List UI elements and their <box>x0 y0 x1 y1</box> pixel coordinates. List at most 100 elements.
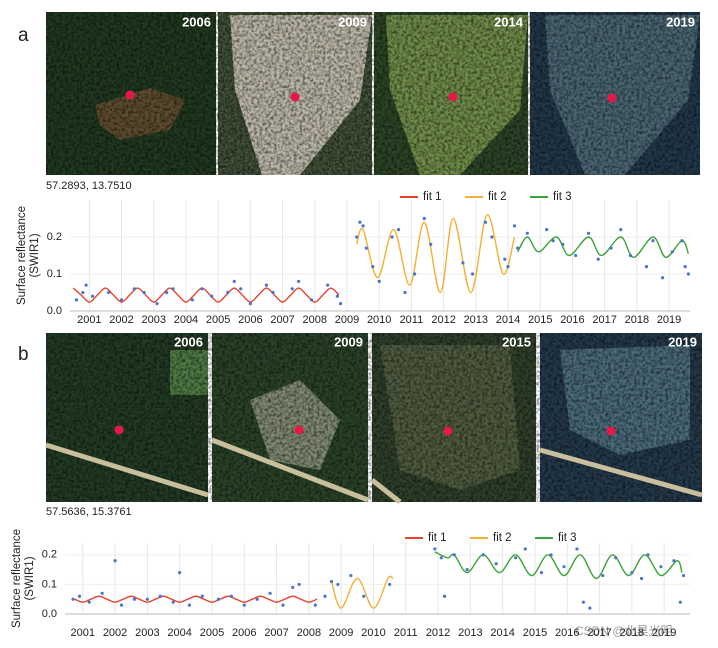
x-tick-label: 2005 <box>206 314 230 326</box>
x-tick-label: 2004 <box>174 314 198 326</box>
image-year: 2019 <box>668 334 697 349</box>
y-tick-label: 0.2 <box>47 231 62 243</box>
observation-point <box>551 239 555 243</box>
x-tick-label: 2011 <box>394 627 418 639</box>
observation-point <box>549 553 553 557</box>
x-tick-label: 2019 <box>652 627 676 639</box>
x-tick-label: 2014 <box>496 314 520 326</box>
observation-point <box>132 287 137 291</box>
observation-point <box>396 228 401 232</box>
site-marker <box>606 426 616 436</box>
observation-point <box>335 294 339 298</box>
observation-point <box>145 597 149 601</box>
observation-point <box>229 594 233 598</box>
x-tick-label: 2009 <box>329 627 353 639</box>
x-tick-label: 2004 <box>167 627 191 639</box>
observation-point <box>171 600 175 604</box>
y-tick-label: 0.0 <box>47 305 62 317</box>
fit-line <box>74 595 318 603</box>
x-tick-label: 2003 <box>135 627 159 639</box>
x-tick-label: 2019 <box>657 314 681 326</box>
panel-label: a <box>18 25 29 46</box>
observation-point <box>523 547 527 551</box>
y-axis-title: Surface reflectance <box>16 206 28 305</box>
image-year: 2014 <box>494 14 524 29</box>
observation-point <box>683 265 687 269</box>
image-texture <box>46 12 700 175</box>
observation-point <box>326 283 330 287</box>
observation-point <box>226 290 230 295</box>
observation-point <box>681 573 686 578</box>
plot-area <box>70 200 690 311</box>
observation-point <box>614 556 618 560</box>
fit-line <box>434 551 683 580</box>
observation-point <box>561 242 565 246</box>
fit-line <box>355 214 516 294</box>
site-marker <box>443 426 453 436</box>
observation-point <box>513 556 518 560</box>
image-year: 2009 <box>334 334 363 349</box>
observation-point <box>361 224 365 228</box>
image-year: 2019 <box>666 14 695 29</box>
x-tick-label: 2015 <box>523 627 547 639</box>
coordinates: 57.5636, 15.3761 <box>46 506 132 518</box>
observation-point <box>362 594 366 598</box>
legend-label: fit 3 <box>558 532 577 544</box>
site-marker <box>607 93 617 103</box>
x-tick-label: 2016 <box>555 627 579 639</box>
observation-point <box>239 287 243 291</box>
observation-point <box>377 279 381 283</box>
observation-point <box>461 261 465 265</box>
observation-point <box>639 576 644 581</box>
legend-label: fit 3 <box>553 191 572 203</box>
observation-point <box>77 594 82 598</box>
observation-point <box>628 253 633 258</box>
observation-point <box>429 242 433 246</box>
observation-point <box>413 272 417 276</box>
observation-point <box>651 239 655 243</box>
observation-point <box>470 272 475 276</box>
observation-point <box>680 239 684 243</box>
observation-point <box>113 559 117 563</box>
x-tick-label: 2001 <box>71 627 95 639</box>
observation-point <box>232 279 236 283</box>
legend-label: fit 1 <box>423 191 442 203</box>
watermark: CSDN @北昊光明 <box>575 624 673 638</box>
x-tick-label: 2002 <box>109 314 133 326</box>
observation-point <box>358 220 362 224</box>
observation-point <box>503 257 507 261</box>
x-tick-label: 2012 <box>426 627 450 639</box>
observation-point <box>268 591 272 595</box>
x-tick-label: 2010 <box>361 627 385 639</box>
y-tick-label: 0.2 <box>42 549 57 561</box>
observation-point <box>248 302 252 306</box>
observation-point <box>646 553 650 557</box>
image-year: 2015 <box>502 334 531 349</box>
fit-line <box>72 287 340 303</box>
observation-point <box>132 597 137 601</box>
x-tick-label: 2015 <box>528 314 552 326</box>
x-tick-label: 2006 <box>238 314 262 326</box>
y-axis-title: (SWIR1) <box>29 233 41 277</box>
legend-label: fit 2 <box>493 532 512 544</box>
observation-point <box>465 568 469 572</box>
fit-line <box>330 575 394 609</box>
site-marker <box>448 92 458 102</box>
observation-point <box>329 579 334 584</box>
observation-point <box>81 290 85 295</box>
observation-point <box>216 597 221 601</box>
observation-point <box>490 235 494 239</box>
observation-point <box>264 283 269 287</box>
chart: 2001 2002 2003 2004 2005 2006 2007 2008 2009 2010… <box>11 529 690 639</box>
image-year: 2006 <box>182 14 211 29</box>
observation-point <box>155 302 159 306</box>
x-tick-label: 2012 <box>431 314 455 326</box>
observation-point <box>309 298 314 302</box>
site-marker <box>125 90 135 100</box>
observation-point <box>433 547 437 551</box>
y-tick-label: 0.0 <box>42 608 57 620</box>
observation-point <box>586 231 591 235</box>
x-tick-label: 2017 <box>587 627 611 639</box>
observation-point <box>255 597 259 601</box>
